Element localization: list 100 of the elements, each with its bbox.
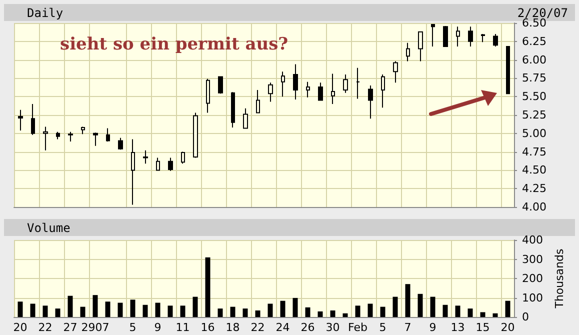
x-tick-label: 26 <box>300 321 315 334</box>
bar <box>255 310 260 317</box>
candlestick <box>368 85 373 120</box>
x-tick-label: 7 <box>404 321 412 334</box>
y-axis-title: Thousands <box>553 248 566 310</box>
bar <box>280 300 286 317</box>
x-tick-label: 9 <box>429 321 436 334</box>
candlestick <box>31 103 35 136</box>
x-tick-label: 11 <box>176 321 190 334</box>
bar <box>292 298 298 317</box>
bar <box>205 257 210 317</box>
y-tick-label: 5.75 <box>522 72 546 85</box>
bar <box>155 302 160 317</box>
candlestick <box>156 157 160 171</box>
candlestick <box>493 34 498 48</box>
candlestick <box>331 73 335 104</box>
bar <box>30 304 36 317</box>
bar <box>180 306 186 317</box>
bar <box>455 306 460 317</box>
bar <box>42 306 48 317</box>
y-tick-label: 200 <box>522 272 543 285</box>
bar <box>430 296 436 317</box>
bar <box>68 296 73 317</box>
candlestick <box>431 24 435 48</box>
y-tick-label: 4.25 <box>522 182 546 196</box>
bar <box>505 300 510 317</box>
y-tick-label: 6.00 <box>522 53 546 66</box>
x-tick-label: Feb <box>348 321 368 334</box>
chart-title: Daily <box>27 6 64 20</box>
bar <box>442 304 448 317</box>
y-tick-label: 5.25 <box>522 108 546 122</box>
bar <box>218 308 223 317</box>
candlestick <box>468 26 473 48</box>
candlestick <box>506 46 510 94</box>
candlestick <box>18 109 23 131</box>
candlestick <box>118 137 123 150</box>
candlestick <box>181 151 185 164</box>
bar <box>330 310 336 317</box>
x-tick-label: 5 <box>129 321 136 334</box>
bar <box>142 304 148 317</box>
bar <box>92 295 98 317</box>
bar <box>305 307 310 317</box>
bar <box>405 284 410 317</box>
x-tick-label: 13 <box>450 321 465 334</box>
x-tick-label: 15 <box>476 321 490 334</box>
x-tick-label: 24 <box>276 321 290 334</box>
bar <box>492 313 498 317</box>
candlestick <box>456 26 460 48</box>
x-tick-label: 2907 <box>81 321 110 334</box>
bar <box>118 302 123 317</box>
candlestick <box>243 108 248 129</box>
bar <box>268 304 273 317</box>
candlestick <box>293 64 298 100</box>
bar <box>55 308 60 317</box>
candlestick <box>343 74 348 94</box>
y-tick-label: 400 <box>522 234 543 246</box>
bar <box>105 302 110 317</box>
bar <box>130 300 136 317</box>
y-tick-label: 5.50 <box>522 90 546 104</box>
bar <box>342 313 348 317</box>
candlestick <box>393 60 398 84</box>
x-tick-label: 9 <box>154 321 162 334</box>
x-tick-label: 27 <box>63 321 78 334</box>
candlestick <box>381 74 385 108</box>
y-tick-label: 4.75 <box>522 145 546 158</box>
bar <box>392 296 398 317</box>
candlestick <box>43 126 48 151</box>
candlestick <box>206 78 210 114</box>
bar <box>355 306 360 317</box>
y-tick-label: 6.25 <box>522 34 546 48</box>
candlestick <box>81 126 85 135</box>
candlestick <box>481 34 485 43</box>
candlestick <box>231 92 235 128</box>
candlestick <box>193 112 198 158</box>
bar <box>192 296 198 317</box>
bar <box>18 302 23 317</box>
candlestick <box>306 81 310 98</box>
candlestick <box>268 82 273 102</box>
candlestick <box>106 128 110 142</box>
candlestick <box>443 25 448 48</box>
x-tick-label: 22 <box>38 321 52 334</box>
candlestick <box>143 150 148 164</box>
bar <box>418 294 423 317</box>
bar <box>318 311 323 317</box>
candlestick <box>356 67 360 100</box>
x-tick-label: 30 <box>326 321 340 334</box>
x-tick-label: 20 <box>13 321 28 334</box>
bar <box>80 306 86 317</box>
bar <box>242 308 248 317</box>
bar <box>480 312 486 317</box>
candlestick <box>318 82 323 101</box>
chart-title: Volume <box>27 221 70 235</box>
candlestick <box>256 89 260 114</box>
candlestick <box>168 157 173 172</box>
y-tick-label: 5.00 <box>522 126 546 140</box>
candlestick <box>281 71 285 98</box>
bar <box>168 306 173 317</box>
bar <box>368 304 373 317</box>
annotation: sieht so ein permit aus? <box>60 34 288 54</box>
y-tick-label: 100 <box>522 291 543 304</box>
